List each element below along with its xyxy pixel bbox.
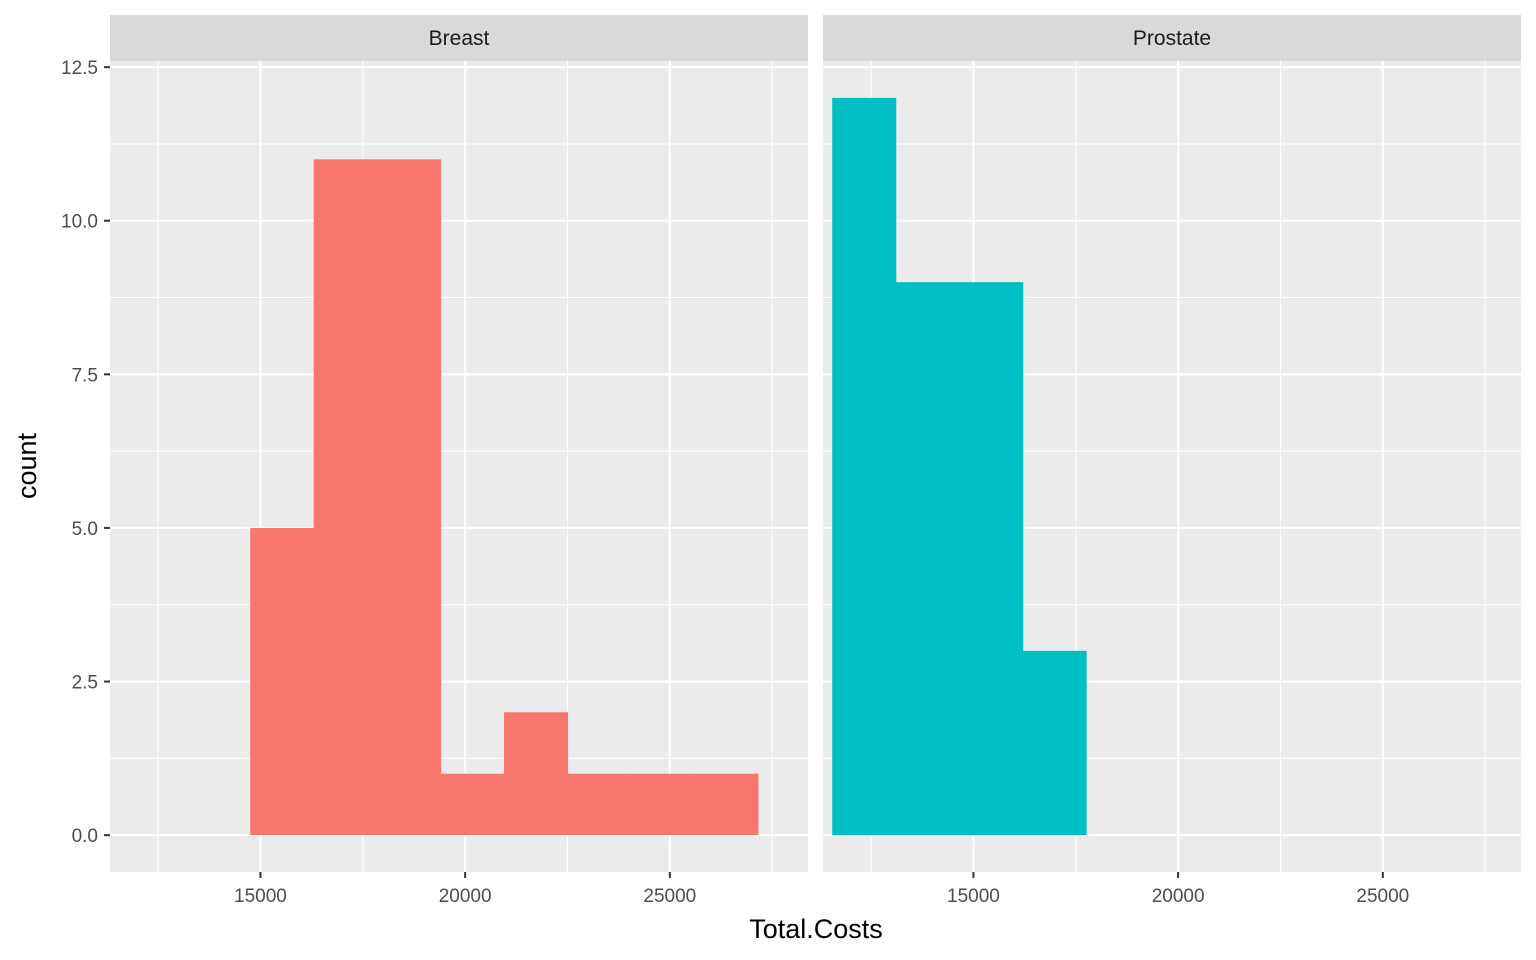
histogram-bar-prostate-4 xyxy=(1022,650,1087,836)
facet-strip-label: Breast xyxy=(429,27,490,50)
histogram-bar-breast-2 xyxy=(313,159,378,836)
histogram-bar-breast-5 xyxy=(504,712,569,836)
y-tick-label: 2.5 xyxy=(72,673,98,694)
x-tick-label: 25000 xyxy=(643,886,696,907)
y-tick-label: 12.5 xyxy=(61,58,98,79)
histogram-bar-breast-3 xyxy=(377,159,442,836)
x-tick-label: 20000 xyxy=(439,886,492,907)
facet-panel-breast: Breast 15000 20000 25000 xyxy=(110,15,808,907)
histogram-bar-breast-1 xyxy=(250,527,315,836)
histogram-bar-breast-4 xyxy=(440,773,505,836)
facet-panel-prostate: Prostate 15000 20000 25000 xyxy=(823,15,1521,907)
histogram-bar-breast-6 xyxy=(567,773,632,836)
x-tick-label: 20000 xyxy=(1152,886,1205,907)
x-tick-label: 15000 xyxy=(947,886,1000,907)
histogram-bar-prostate-3 xyxy=(959,282,1024,836)
histogram-bar-prostate-2 xyxy=(895,282,960,836)
facet-strip xyxy=(823,15,1521,61)
x-tick-label: 15000 xyxy=(234,886,287,907)
histogram-bar-breast-8 xyxy=(694,773,759,836)
x-tick-label: 25000 xyxy=(1356,886,1409,907)
x-axis-title: Total.Costs xyxy=(749,914,883,944)
histogram-bar-prostate-1 xyxy=(832,97,897,836)
y-tick-label: 10.0 xyxy=(61,212,98,233)
y-axis: 0.0 2.5 5.0 7.5 10.0 12.5 xyxy=(61,58,110,847)
panel-background xyxy=(110,61,808,872)
facet-panels: Breast 15000 20000 25000 Prostate 15000 20000 2… xyxy=(110,15,1521,907)
y-tick-label: 0.0 xyxy=(72,826,98,847)
histogram-bar-breast-7 xyxy=(630,773,695,836)
y-axis-title: count xyxy=(12,432,42,499)
facet-strip xyxy=(110,15,808,61)
y-tick-label: 5.0 xyxy=(72,519,98,540)
y-tick-label: 7.5 xyxy=(72,365,98,386)
facet-strip-label: Prostate xyxy=(1133,27,1211,50)
